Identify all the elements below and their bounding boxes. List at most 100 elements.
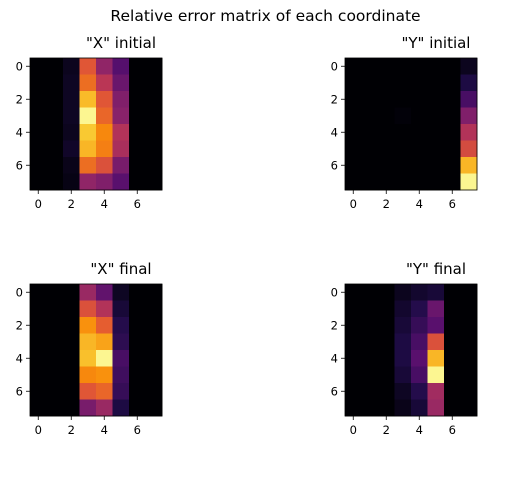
heatmap-cell-r2-c0: [30, 317, 47, 334]
heatmap-cell-r6-c1: [46, 383, 64, 400]
heatmap-cell-r6-c6: [444, 157, 461, 174]
y-tick-label: 2: [16, 92, 23, 106]
heatmap-cell-r4-c7: [460, 350, 478, 367]
heatmap-cell-r0-c5: [112, 284, 130, 301]
heatmap-cell-r6-c2: [378, 383, 395, 400]
panel-title-y-initial: "Y" initial: [401, 34, 471, 52]
heatmap-cell-r7-c0: [345, 173, 362, 191]
heatmap-cell-r3-c2: [378, 107, 395, 125]
heatmap-cell-r7-c0: [30, 173, 47, 191]
heatmap-cell-r4-c5: [427, 350, 445, 367]
heatmap-cell-r1-c5: [427, 300, 445, 318]
heatmap-cell-r6-c0: [30, 383, 47, 400]
heatmap-cell-r6-c5: [112, 383, 130, 400]
heatmap-cell-r5-c5: [427, 366, 445, 384]
heatmap-cell-r5-c6: [129, 366, 146, 384]
heatmap-cell-r4-c7: [145, 350, 163, 367]
heatmap-cell-r3-c6: [129, 333, 146, 351]
heatmap-cell-r7-c6: [129, 399, 146, 417]
heatmap-cell-r2-c2: [378, 91, 395, 108]
heatmap-cell-r4-c3: [79, 124, 97, 141]
heatmap-cell-r4-c3: [79, 350, 97, 367]
heatmap-cell-r2-c3: [394, 91, 412, 108]
heatmap-cell-r5-c0: [30, 366, 47, 384]
heatmap-cell-r6-c3: [394, 383, 412, 400]
heatmap-cell-r2-c7: [460, 91, 478, 108]
heatmap-cell-r4-c5: [427, 124, 445, 141]
heatmap-cell-r2-c7: [460, 317, 478, 334]
heatmap-cell-r1-c7: [145, 300, 163, 318]
heatmap-cell-r3-c5: [427, 333, 445, 351]
heatmap-cell-r5-c4: [96, 140, 113, 158]
heatmap-cell-r4-c2: [63, 350, 80, 367]
heatmap-cell-r7-c4: [96, 399, 113, 417]
heatmap-cell-r6-c7: [460, 383, 478, 400]
heatmap-cell-r1-c4: [411, 74, 428, 92]
heatmap-cell-r4-c0: [345, 350, 362, 367]
heatmap-cell-r5-c4: [411, 366, 428, 384]
heatmap-cell-r2-c5: [427, 317, 445, 334]
heatmap-cell-r7-c7: [460, 399, 478, 417]
x-tick-label: 6: [449, 197, 456, 211]
heatmap-cell-r3-c7: [145, 107, 163, 125]
y-tick-label: 0: [331, 285, 338, 299]
heatmap-cell-r3-c7: [460, 333, 478, 351]
heatmap-cell-r7-c1: [46, 173, 64, 191]
heatmap-cell-r1-c6: [129, 300, 146, 318]
y-tick-label: 0: [16, 59, 23, 73]
heatmap-cell-r0-c6: [129, 284, 146, 301]
heatmap-cell-r7-c3: [79, 399, 97, 417]
heatmap-cell-r6-c7: [460, 157, 478, 174]
heatmap-cell-r0-c7: [460, 58, 478, 75]
heatmap-cell-r3-c2: [378, 333, 395, 351]
heatmap-cell-r1-c2: [63, 300, 80, 318]
heatmap-cell-r0-c4: [411, 284, 428, 301]
heatmap-cell-r2-c2: [63, 91, 80, 108]
heatmap-cell-r3-c1: [361, 107, 379, 125]
heatmap-cell-r3-c5: [112, 107, 130, 125]
heatmap-cell-r2-c5: [112, 317, 130, 334]
x-tick-label: 0: [35, 197, 42, 211]
heatmap-cell-r7-c1: [361, 399, 379, 417]
heatmap-cell-r1-c1: [361, 74, 379, 92]
heatmap-cell-r5-c4: [411, 140, 428, 158]
heatmap-cell-r5-c5: [112, 366, 130, 384]
heatmap-cell-r6-c0: [30, 157, 47, 174]
heatmap-cell-r4-c5: [112, 124, 130, 141]
heatmap-cell-r7-c3: [394, 173, 412, 191]
heatmap-cell-r5-c7: [145, 366, 163, 384]
heatmap-cell-r6-c3: [394, 157, 412, 174]
heatmap-cell-r1-c3: [394, 74, 412, 92]
x-tick-label: 2: [383, 197, 390, 211]
y-tick-label: 2: [331, 318, 338, 332]
heatmap-cell-r7-c2: [63, 399, 80, 417]
heatmap-cell-r6-c4: [96, 383, 113, 400]
heatmap-cell-r2-c3: [394, 317, 412, 334]
x-tick-label: 6: [134, 197, 141, 211]
heatmap-cell-r7-c6: [444, 173, 461, 191]
heatmap-cell-r2-c4: [96, 317, 113, 334]
heatmap-cell-r0-c0: [345, 284, 362, 301]
heatmap-cell-r4-c0: [30, 350, 47, 367]
heatmap-cell-r6-c6: [444, 383, 461, 400]
heatmap-cell-r0-c6: [444, 58, 461, 75]
heatmap-cell-r4-c1: [361, 350, 379, 367]
heatmap-cell-r6-c0: [345, 157, 362, 174]
heatmap-cell-r6-c2: [63, 157, 80, 174]
heatmap-cell-r4-c4: [411, 124, 428, 141]
heatmap-cell-r5-c5: [112, 140, 130, 158]
heatmap-cell-r1-c4: [96, 300, 113, 318]
heatmap-cell-r2-c1: [361, 317, 379, 334]
x-tick-label: 2: [383, 423, 390, 437]
heatmap-cell-r1-c7: [460, 74, 478, 92]
heatmap-cell-r2-c2: [378, 317, 395, 334]
heatmap-cell-r5-c4: [96, 366, 113, 384]
heatmap-cell-r1-c7: [145, 74, 163, 92]
heatmap-cell-r4-c1: [46, 350, 64, 367]
heatmap-cell-r7-c1: [361, 173, 379, 191]
x-tick-label: 2: [68, 197, 75, 211]
heatmap-cell-r7-c0: [30, 399, 47, 417]
heatmap-cell-r5-c3: [79, 366, 97, 384]
heatmap-cell-r2-c6: [129, 317, 146, 334]
heatmap-cell-r0-c0: [30, 58, 47, 75]
